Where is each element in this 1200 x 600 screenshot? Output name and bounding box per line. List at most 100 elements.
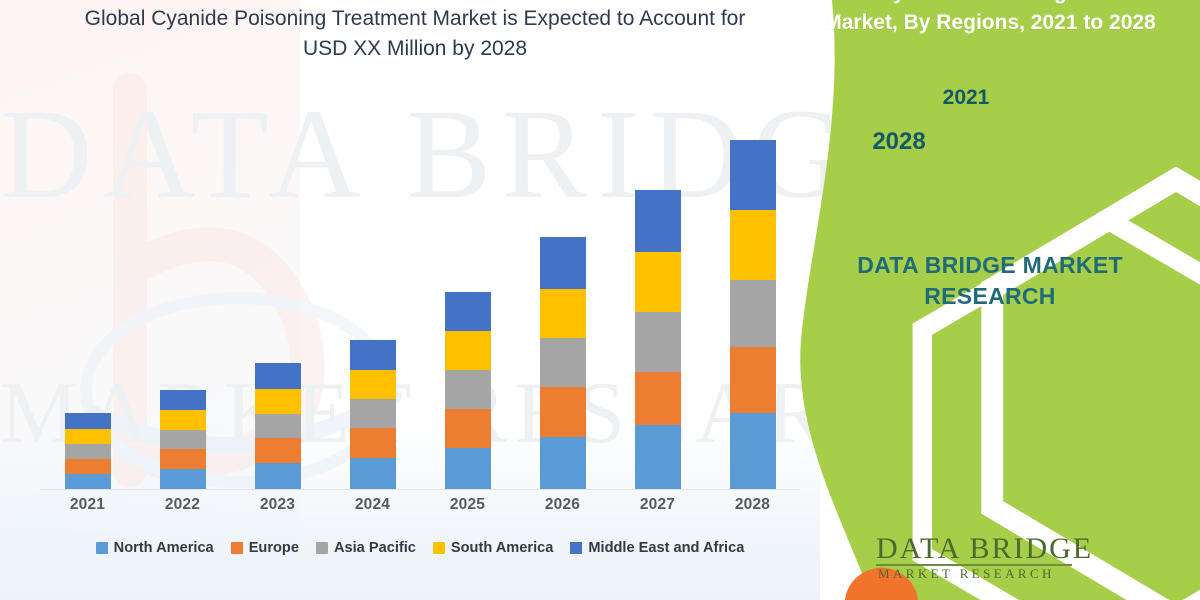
logo-divider xyxy=(876,564,1072,566)
logo-name: DATA BRIDGE xyxy=(876,532,1094,565)
bar-segment[interactable] xyxy=(159,410,206,430)
stacked-bar[interactable] xyxy=(444,292,491,490)
legend-label: Middle East and Africa xyxy=(588,540,745,556)
logo-tagline: MARKET RESEARCH xyxy=(878,566,1055,581)
x-axis-label: 2022 xyxy=(164,496,201,513)
bar-segment[interactable] xyxy=(64,474,111,490)
legend-item[interactable]: Asia Pacific xyxy=(315,540,416,556)
bar-segment[interactable] xyxy=(729,140,776,210)
x-axis-label: 2027 xyxy=(639,496,676,513)
bar-segment[interactable] xyxy=(254,438,301,463)
bar-slot xyxy=(420,115,515,490)
x-axis-label: 2025 xyxy=(449,496,486,513)
bar-segment[interactable] xyxy=(64,459,111,474)
bar-segment[interactable] xyxy=(539,437,586,490)
bar-segment[interactable] xyxy=(349,370,396,399)
chart-title: Global Cyanide Poisoning Treatment Marke… xyxy=(40,4,790,64)
right-brand-panel: Global Cyanide Poisoning Treatment Marke… xyxy=(780,0,1200,600)
bar-slot xyxy=(135,115,230,490)
bar-segment[interactable] xyxy=(444,409,491,448)
bar-segment[interactable] xyxy=(349,458,396,490)
bar-segment[interactable] xyxy=(539,237,586,289)
bar-segment[interactable] xyxy=(634,252,681,312)
bar-segment[interactable] xyxy=(539,289,586,338)
legend-item[interactable]: Europe xyxy=(230,540,299,556)
panel-brand-name: DATA BRIDGE MARKET RESEARCH xyxy=(780,250,1200,312)
bar-segment[interactable] xyxy=(634,312,681,372)
bar-slot xyxy=(515,115,610,490)
chart-plot-area xyxy=(40,110,800,490)
bar-segment[interactable] xyxy=(349,428,396,458)
chart-legend: North America Europe Asia Pacific South Ame… xyxy=(40,540,800,556)
legend-item[interactable]: South America xyxy=(432,540,554,556)
bar-segment[interactable] xyxy=(64,429,111,444)
bar-slot xyxy=(40,115,135,490)
bar-segment[interactable] xyxy=(444,370,491,409)
legend-item[interactable]: Middle East and Africa xyxy=(570,540,744,556)
bar-slot xyxy=(610,115,705,490)
bar-segment[interactable] xyxy=(444,448,491,490)
bar-segment[interactable] xyxy=(539,338,586,387)
chart-title-line-2: USD XX Million by 2028 xyxy=(302,37,528,60)
bar-segment[interactable] xyxy=(729,210,776,280)
stacked-bar[interactable] xyxy=(539,237,586,490)
bar-slot xyxy=(325,115,420,490)
stacked-bar[interactable] xyxy=(159,390,206,490)
legend-item[interactable]: North America xyxy=(95,540,214,556)
stacked-bar[interactable] xyxy=(64,413,111,490)
panel-brand-line-2: RESEARCH xyxy=(924,283,1056,309)
chart-title-line-1: Global Cyanide Poisoning Treatment Marke… xyxy=(84,7,746,30)
bar-slot xyxy=(230,115,325,490)
bar-segment[interactable] xyxy=(349,399,396,428)
x-axis-labels: 2021 2022 2023 2024 2025 2026 2027 2028 xyxy=(40,496,800,514)
legend-swatch xyxy=(315,542,328,554)
x-axis-label: 2028 xyxy=(734,496,771,513)
bar-segment[interactable] xyxy=(729,347,776,413)
hexagon-badges: 2028 2021 xyxy=(780,86,1200,600)
bar-segment[interactable] xyxy=(634,425,681,490)
stacked-bar[interactable] xyxy=(634,190,681,490)
bar-segment[interactable] xyxy=(254,463,301,490)
legend-label: Asia Pacific xyxy=(333,540,416,556)
bar-segment[interactable] xyxy=(729,280,776,347)
bar-segment[interactable] xyxy=(254,363,301,389)
bar-segment[interactable] xyxy=(539,387,586,437)
panel-title: Global Cyanide Poisoning Treatment Marke… xyxy=(780,0,1200,38)
bar-segment[interactable] xyxy=(159,449,206,469)
legend-label: Europe xyxy=(248,540,299,556)
bar-segment[interactable] xyxy=(444,292,491,331)
bar-segment[interactable] xyxy=(64,413,111,429)
legend-swatch xyxy=(570,542,583,554)
bar-segment[interactable] xyxy=(159,390,206,410)
bar-segment[interactable] xyxy=(444,331,491,370)
bar-segment[interactable] xyxy=(254,414,301,438)
stacked-bar[interactable] xyxy=(349,340,396,490)
x-axis-label: 2026 xyxy=(544,496,581,513)
company-logo: DATA BRIDGE MARKET RESEARCH xyxy=(802,526,1132,600)
hexagon-shape-2028 xyxy=(912,209,1200,600)
hexagon-shape-2021 xyxy=(981,166,1200,600)
x-axis-line xyxy=(40,489,800,490)
bar-group xyxy=(40,115,800,490)
bar-slot xyxy=(705,115,800,490)
bar-segment[interactable] xyxy=(729,413,776,490)
x-axis-label: 2021 xyxy=(69,496,106,513)
panel-title-line-1: Global Cyanide Poisoning Treatment xyxy=(798,0,1182,8)
bar-segment[interactable] xyxy=(254,389,301,414)
bar-segment[interactable] xyxy=(634,190,681,252)
legend-swatch xyxy=(230,542,243,554)
panel-title-line-2: Market, By Regions, 2021 to 2028 xyxy=(824,11,1156,34)
x-axis-label: 2023 xyxy=(259,496,296,513)
legend-label: South America xyxy=(450,540,554,556)
bar-segment[interactable] xyxy=(64,444,111,459)
bar-segment[interactable] xyxy=(159,430,206,449)
stacked-bar[interactable] xyxy=(254,363,301,490)
panel-brand-line-1: DATA BRIDGE MARKET xyxy=(857,252,1123,278)
bar-segment[interactable] xyxy=(349,340,396,370)
legend-swatch xyxy=(95,542,108,554)
x-axis-label: 2024 xyxy=(354,496,391,513)
stacked-bar[interactable] xyxy=(729,140,776,490)
bar-segment[interactable] xyxy=(634,372,681,425)
bar-segment[interactable] xyxy=(159,469,206,490)
